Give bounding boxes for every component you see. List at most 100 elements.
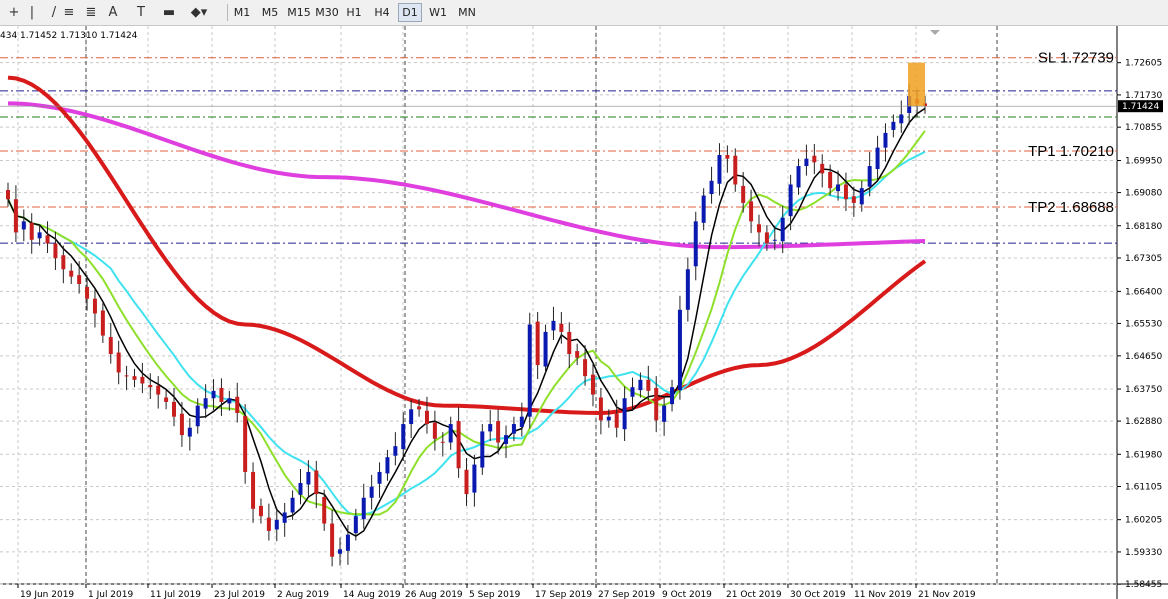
x-tick-label: 21 Nov 2019: [918, 590, 976, 599]
candle-body: [859, 188, 864, 205]
candle-body: [559, 323, 564, 332]
x-tick-label: 11 Jul 2019: [150, 590, 201, 599]
ma-green-line: [7, 130, 926, 516]
candle-body: [725, 154, 730, 159]
y-tick-label: 1.61105: [1125, 483, 1162, 493]
timeframe-m5-button[interactable]: M5: [261, 6, 279, 19]
candle-body: [417, 406, 422, 410]
timeframe-d1-button[interactable]: D1: [398, 3, 422, 22]
candle-body: [883, 132, 888, 148]
candle-body: [749, 201, 754, 222]
candle-body: [496, 421, 501, 443]
candle-body: [685, 269, 690, 310]
candle-body: [899, 114, 904, 124]
level-label: TP1 1.70210: [1028, 143, 1114, 160]
fibonacci-icon[interactable]: ≣: [85, 5, 97, 20]
candle-body: [709, 180, 714, 195]
y-tick-label: 1.63750: [1125, 385, 1162, 395]
y-tick-label: 1.65530: [1125, 319, 1162, 329]
candle-body: [13, 199, 18, 233]
candle-body: [53, 243, 58, 259]
x-tick-label: 30 Oct 2019: [790, 590, 846, 599]
text-label-icon[interactable]: T: [137, 5, 145, 20]
candle-body: [322, 497, 327, 524]
timeframe-m15-button[interactable]: M15: [287, 6, 311, 19]
candle-body: [424, 410, 429, 425]
candle-body: [733, 155, 738, 185]
candle-body: [875, 147, 880, 170]
timeframe-h1-button[interactable]: H1: [346, 6, 362, 19]
current-price-tag: [1118, 100, 1163, 113]
x-tick-label: 11 Nov 2019: [854, 590, 912, 599]
candle-body: [77, 275, 82, 284]
timeframe-m30-button[interactable]: M30: [315, 6, 339, 19]
candle-body: [132, 376, 137, 380]
candle-body: [590, 374, 595, 395]
candle-body: [61, 255, 66, 270]
x-tick-label: 2 Aug 2019: [277, 590, 329, 599]
candle-body: [211, 390, 216, 399]
candle-body: [203, 398, 208, 409]
toolbar-separator: [227, 4, 228, 21]
candle-body: [124, 375, 129, 377]
y-tick-label: 1.58455: [1125, 580, 1162, 590]
timeframe-w1-button[interactable]: W1: [429, 6, 447, 19]
candle-body: [843, 184, 848, 200]
candle-body: [148, 384, 153, 388]
y-tick-label: 1.59330: [1125, 548, 1162, 558]
candle-body: [796, 166, 801, 188]
toolbar: + | / ≡ ≣ A T ▬ ◆▾ M1 M5 M15 M30 H1 H4 D1 W1 MN: [0, 0, 1168, 26]
equidistant-channel-icon[interactable]: ≡: [63, 5, 75, 20]
text-icon[interactable]: A: [108, 5, 118, 20]
shapes-dropdown-icon[interactable]: ◆▾: [190, 5, 208, 20]
current-price-label: 1.71424: [1122, 102, 1159, 112]
y-tick-label: 1.72605: [1125, 59, 1162, 69]
ma-fast-line: [7, 107, 926, 537]
timeframe-mn-button[interactable]: MN: [458, 6, 476, 19]
candle-body: [828, 171, 833, 189]
candle-body: [243, 415, 248, 472]
candle-body: [45, 235, 50, 244]
candle-body: [140, 376, 145, 384]
rectangle-icon[interactable]: ▬: [162, 5, 176, 20]
y-tick-label: 1.69950: [1125, 157, 1162, 167]
price-chart[interactable]: 1.72605 1.71730 1.70855 1.69950 1.69080 1.681…: [0, 26, 1168, 599]
candle-body: [266, 517, 271, 531]
candle-body: [282, 512, 287, 523]
candle-body: [440, 441, 445, 443]
chart-shift-marker: [930, 30, 940, 35]
timeframe-h4-button[interactable]: H4: [374, 6, 390, 19]
candle-body: [393, 446, 398, 456]
candle-body: [670, 387, 675, 405]
candle-body: [227, 398, 232, 404]
timeframe-m1-button[interactable]: M1: [233, 6, 251, 19]
y-tick-label: 1.70855: [1125, 123, 1162, 133]
candle-body: [219, 387, 224, 402]
candle-body: [377, 471, 382, 484]
candle-body: [298, 483, 303, 495]
candle-body: [677, 309, 682, 391]
candle-body: [195, 405, 200, 427]
x-tick-label: 19 Jun 2019: [20, 590, 74, 599]
candle-body: [511, 424, 516, 434]
crosshair-icon[interactable]: +: [8, 5, 20, 20]
y-tick-label: 1.66400: [1125, 287, 1162, 297]
candle-body: [662, 405, 667, 422]
candle-body: [6, 190, 10, 200]
candle-body: [338, 549, 343, 554]
candle-body: [820, 163, 825, 174]
x-tick-label: 9 Oct 2019: [662, 590, 712, 599]
ohlc-readout: 434 1.71452 1.71310 1.71424: [0, 31, 138, 41]
trendline-icon[interactable]: /: [51, 5, 57, 20]
candle-body: [701, 195, 706, 223]
vertical-line-icon[interactable]: |: [29, 5, 35, 20]
y-tick-label: 1.62880: [1125, 417, 1162, 427]
candle-body: [836, 184, 841, 192]
candle-body: [306, 471, 311, 485]
ma-line: [7, 101, 926, 250]
candle-body: [464, 469, 469, 495]
candle-body: [804, 158, 809, 167]
candle-body: [100, 310, 105, 336]
candle-body: [369, 486, 374, 498]
candle-body: [156, 385, 161, 395]
